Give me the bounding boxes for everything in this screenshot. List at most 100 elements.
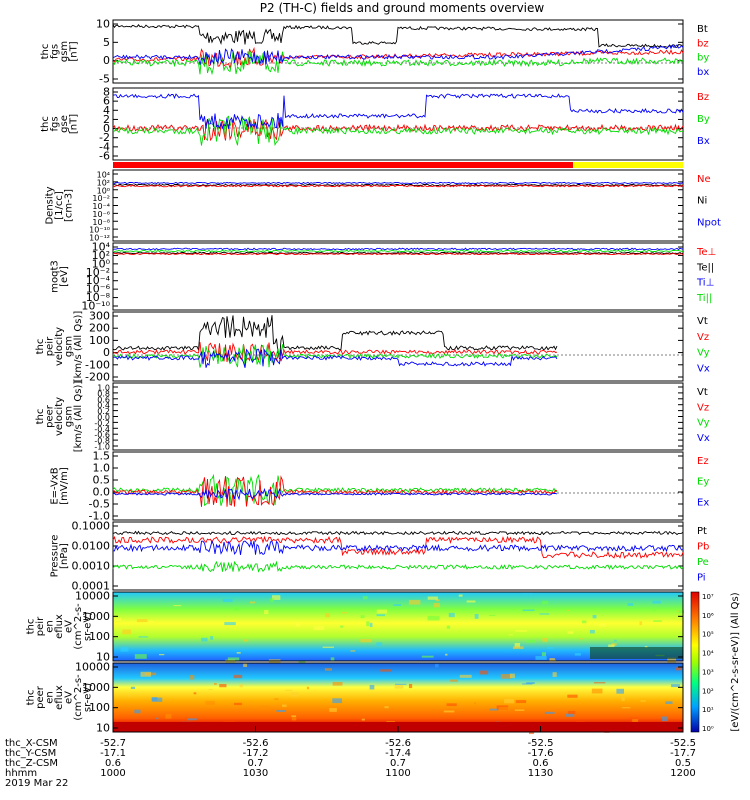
ytick-label: 10⁻⁴: [92, 202, 110, 211]
legend-Ex: Ex: [697, 497, 709, 508]
ytick-label: 1.0: [97, 384, 110, 393]
legend-bz: bz: [697, 38, 709, 49]
ytick-label: -0.8: [94, 437, 110, 446]
spectrogram-peirspec: [113, 592, 683, 661]
series-fgs-black: [112, 24, 684, 48]
legend-Pb: Pb: [697, 542, 709, 553]
ytick-label: 6: [103, 95, 110, 108]
colorbar-tick: 10⁵: [702, 631, 714, 639]
legend-Ez: Ez: [697, 456, 709, 467]
ytick-label: 10⁴: [92, 241, 111, 254]
ylabel-line: eV: [64, 691, 75, 704]
legend-Ey: Ey: [697, 477, 709, 488]
ytick-label: 0.0100: [72, 540, 111, 553]
colorbar-tick: 10⁰: [702, 725, 714, 733]
colorbar-tick: 10⁴: [702, 650, 714, 658]
ytick-label: 100: [89, 701, 110, 714]
ytick-label: 10⁻⁴: [86, 274, 111, 287]
panel-efield: 1.51.00.50.0-0.5-1.0 E=-VxB[mV/m] Ez Ey Ex: [49, 450, 709, 523]
xaxis-row-label: hhmm: [5, 768, 37, 779]
ytick-label: 10: [96, 722, 110, 735]
ylabel-line: en: [45, 620, 56, 633]
ytick-label: -0.4: [94, 425, 110, 434]
plot-frame-temp: [112, 242, 684, 311]
panel-pressure: 0.1000 0.0100 0.0010 0.0001 Pressure[nPa] Pt P…: [49, 520, 709, 593]
ytick-label: -6: [99, 150, 110, 163]
ytick-label: 4: [103, 104, 110, 117]
plot-frame-fgsbgse: [112, 87, 684, 161]
ytick-label: 0.5: [93, 474, 111, 487]
series-density-red: [112, 184, 684, 188]
ytick-label: 10²: [92, 249, 110, 262]
legend-By: By: [697, 114, 710, 125]
legend-Vx: Vx: [697, 433, 710, 444]
ytick-label: 0.1000: [72, 520, 111, 533]
ylabel-line: gsm: [64, 336, 75, 357]
series-fgs-blue: [112, 44, 684, 66]
ytick-label: 10: [96, 651, 110, 664]
xtick-label: -52.6: [385, 738, 411, 749]
mode-bar-yellow: [573, 162, 683, 168]
ylabel-line: en: [45, 691, 56, 704]
ytick-label: 1000: [82, 681, 110, 694]
legend-Vz: Vz: [697, 332, 709, 343]
legend-Ne: Ne: [697, 174, 711, 185]
ylabel-line: (cm^2-s-: [73, 603, 84, 650]
xtick-label: 0.6: [533, 758, 549, 769]
legend-Bz: Bz: [697, 92, 709, 103]
legend-Vy: Vy: [697, 418, 710, 429]
xaxis-row-label: thc_Z-CSM: [5, 758, 58, 769]
legend-Bx: Bx: [697, 136, 710, 147]
legend-Pi: Pi: [697, 573, 706, 584]
ytick-label: 10⁻¹⁰: [81, 300, 110, 313]
ytick-label: 300: [89, 310, 110, 323]
ytick-label: 100: [89, 334, 110, 347]
ylabel-line: Density: [45, 186, 56, 224]
legend-by: by: [697, 53, 709, 64]
ytick-label: 10⁻²: [92, 194, 110, 203]
ylabel-line: [nT]: [68, 114, 79, 134]
plot-frame-fgs: [112, 19, 684, 84]
ytick-label: 1.0: [93, 462, 111, 475]
legend-Pt: Pt: [697, 526, 707, 537]
ylabel-line: peer: [35, 685, 46, 709]
xtick-label: -17.6: [528, 748, 554, 759]
ytick-label: -1.0: [89, 510, 110, 523]
ytick-label: 0.8: [97, 389, 110, 398]
legend-Vz: Vz: [697, 402, 709, 413]
xtick-label: 1200: [670, 768, 695, 779]
ylabel-line: thc: [26, 690, 37, 706]
series-efield-blue: [112, 487, 558, 501]
ylabel-line: fgs: [49, 116, 60, 131]
ylabel-line: thc: [35, 409, 46, 425]
ytick-label: -4: [99, 140, 110, 153]
ylabel-line: velocity: [54, 327, 65, 366]
series-fgsbgse-green: [112, 115, 684, 147]
series-temp-red: [113, 252, 684, 256]
ytick-label: -2: [99, 131, 110, 144]
series-peirvel-blue: [112, 348, 558, 368]
xtick-label: -17.7: [670, 748, 696, 759]
ylabel-line: [km/s (All Qs)]: [73, 381, 84, 453]
ytick-label: 0: [103, 346, 110, 359]
ylabel-line: [eV]: [59, 266, 70, 287]
ytick-label: 1000: [82, 610, 110, 623]
ytick-label: 10⁰: [92, 257, 111, 270]
colorbar-tick: 10²: [702, 687, 714, 695]
colorbar-tick: 10³: [702, 668, 714, 676]
ytick-label: 10⁻²: [86, 266, 110, 279]
xtick-label: -52.7: [100, 738, 126, 749]
ytick-label: 10000: [75, 661, 110, 674]
series-fgsbgse-red: [112, 117, 684, 142]
plot-frame-density: [112, 169, 684, 242]
xtick-label: -17.4: [385, 748, 411, 759]
xtick-label: 1100: [385, 768, 410, 779]
legend-Te||: Te||: [696, 262, 714, 273]
ylabel-line: sr-eV): [83, 683, 94, 712]
ylabel-line: [1/cc]: [54, 191, 65, 220]
colorbar-tick: 10¹: [702, 706, 714, 714]
ytick-label: 0.2: [97, 407, 110, 416]
